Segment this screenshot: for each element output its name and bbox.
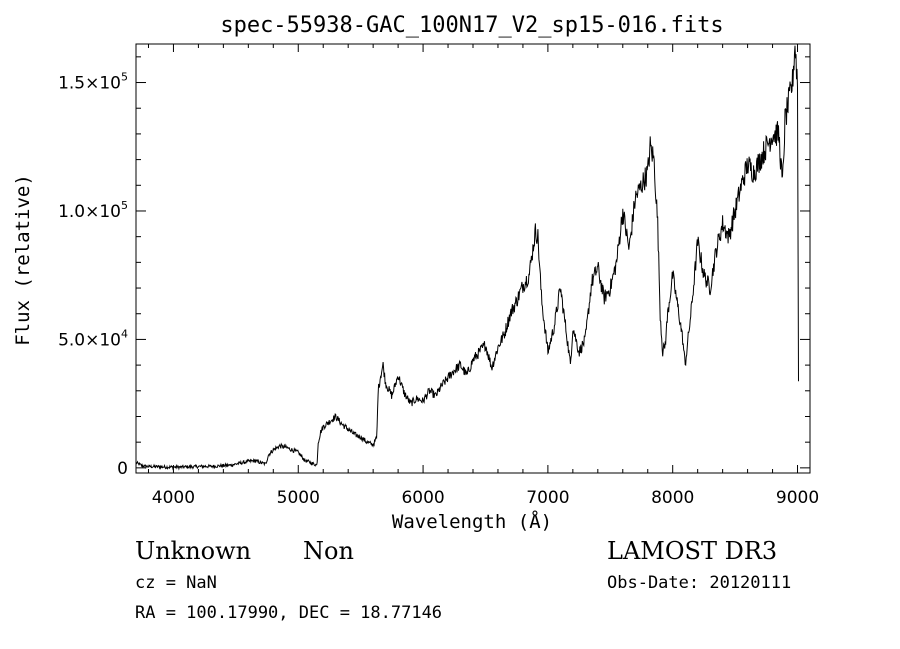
x-tick-label: 6000	[401, 488, 444, 508]
x-axis: 4000 5000 6000 7000 8000 9000	[147, 44, 819, 508]
object-subclass: Non	[303, 537, 354, 565]
x-tick-label: 4000	[152, 488, 195, 508]
y-tick-label: 1.5×105	[58, 71, 128, 94]
chart-title: spec-55938-GAC_100N17_V2_sp15-016.fits	[220, 13, 723, 38]
survey-name: LAMOST DR3	[607, 537, 778, 565]
y-axis: 0 5.0×104 1.0×105 1.5×105	[58, 56, 810, 479]
x-tick-label: 9000	[776, 488, 819, 508]
spectrum-chart: spec-55938-GAC_100N17_V2_sp15-016.fits 4…	[12, 13, 819, 533]
coordinates-text: RA = 100.17990, DEC = 18.77146	[135, 603, 443, 623]
y-axis-label: Flux (relative)	[12, 174, 34, 346]
y-tick-label: 1.0×105	[58, 199, 128, 222]
obs-date: Obs-Date: 20120111	[607, 573, 792, 593]
spectrum-line	[135, 45, 799, 471]
y-tick-label: 5.0×104	[58, 327, 128, 350]
x-axis-label: Wavelength (Å)	[392, 510, 552, 533]
object-class: Unknown	[135, 537, 252, 565]
x-tick-label: 5000	[277, 488, 320, 508]
y-tick-label: 0	[117, 459, 128, 479]
x-tick-label: 7000	[526, 488, 569, 508]
redshift-text: cz = NaN	[135, 573, 217, 593]
plot-frame	[135, 43, 811, 474]
x-tick-label: 8000	[651, 488, 694, 508]
